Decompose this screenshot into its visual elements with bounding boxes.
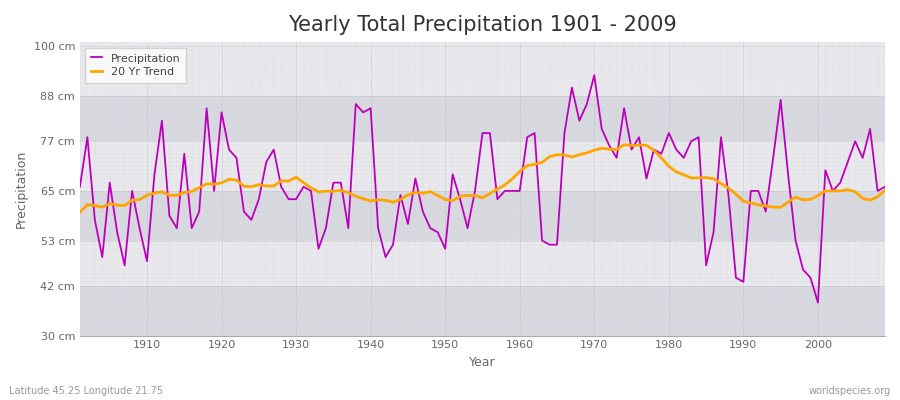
20 Yr Trend	[514, 169, 525, 174]
Precipitation	[75, 184, 86, 189]
Y-axis label: Precipitation: Precipitation	[15, 150, 28, 228]
Bar	[80, 240, 885, 286]
Bar	[80, 286, 885, 336]
20 Yr Trend	[134, 197, 145, 202]
20 Yr Trend	[879, 188, 890, 192]
Bar	[80, 96, 885, 141]
Precipitation	[507, 188, 517, 193]
Text: worldspecies.org: worldspecies.org	[809, 386, 891, 396]
Precipitation	[298, 184, 309, 189]
Precipitation	[343, 226, 354, 230]
Precipitation	[879, 184, 890, 189]
Line: Precipitation: Precipitation	[80, 75, 885, 302]
Title: Yearly Total Precipitation 1901 - 2009: Yearly Total Precipitation 1901 - 2009	[288, 15, 677, 35]
20 Yr Trend	[75, 210, 86, 215]
Bar	[80, 141, 885, 191]
20 Yr Trend	[507, 176, 517, 181]
Line: 20 Yr Trend: 20 Yr Trend	[80, 145, 885, 212]
Bar	[80, 191, 885, 240]
Bar	[80, 46, 885, 96]
Precipitation	[514, 188, 525, 193]
20 Yr Trend	[298, 180, 309, 185]
20 Yr Trend	[618, 142, 629, 147]
Precipitation	[813, 300, 824, 305]
20 Yr Trend	[604, 147, 615, 152]
Precipitation	[134, 226, 145, 230]
Text: Latitude 45.25 Longitude 21.75: Latitude 45.25 Longitude 21.75	[9, 386, 163, 396]
Precipitation	[611, 156, 622, 160]
Precipitation	[589, 73, 599, 78]
X-axis label: Year: Year	[469, 356, 496, 369]
Legend: Precipitation, 20 Yr Trend: Precipitation, 20 Yr Trend	[86, 48, 186, 83]
20 Yr Trend	[343, 190, 354, 195]
